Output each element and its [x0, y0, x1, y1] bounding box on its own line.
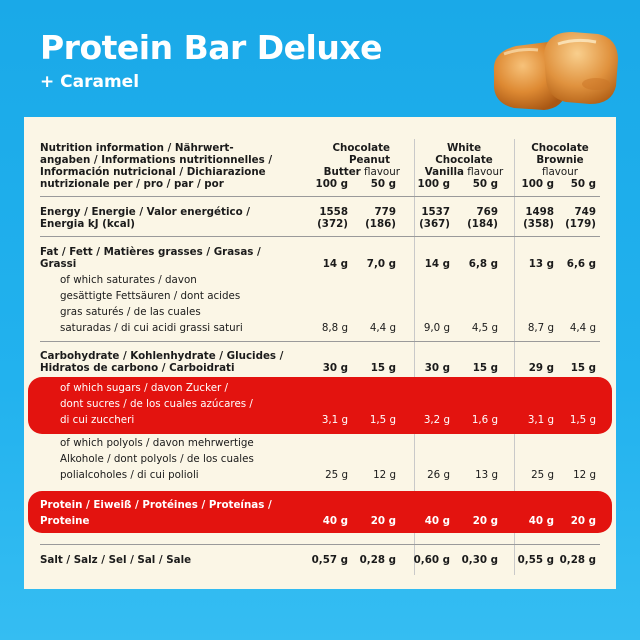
page-title: Protein Bar Deluxe [40, 28, 383, 67]
nutrition-table: Nutrition information / Nährwert- angabe… [24, 117, 616, 589]
caramel-pieces-icon [493, 32, 618, 110]
page-subtitle: + Caramel [40, 72, 140, 92]
column-divider [414, 139, 415, 575]
sugars-highlight-band: of which sugars / davon Zucker / dont su… [28, 377, 612, 434]
column-divider [514, 139, 515, 575]
protein-highlight-band: Protein / Eiweiß / Protéines / Proteínas… [28, 491, 612, 533]
row-separator [40, 236, 600, 237]
row-separator [40, 196, 600, 197]
row-separator [40, 341, 600, 342]
row-separator [40, 544, 600, 545]
